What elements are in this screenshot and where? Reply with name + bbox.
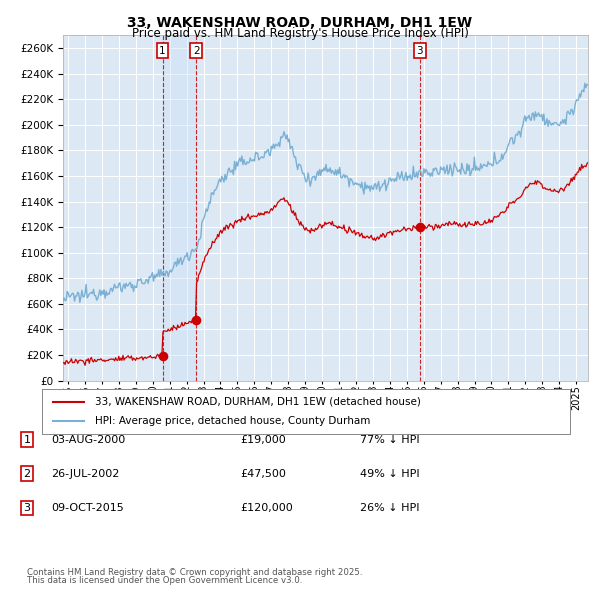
Text: 09-OCT-2015: 09-OCT-2015 (51, 503, 124, 513)
Text: This data is licensed under the Open Government Licence v3.0.: This data is licensed under the Open Gov… (27, 576, 302, 585)
Text: £47,500: £47,500 (240, 469, 286, 478)
Text: 26% ↓ HPI: 26% ↓ HPI (360, 503, 419, 513)
Text: Contains HM Land Registry data © Crown copyright and database right 2025.: Contains HM Land Registry data © Crown c… (27, 568, 362, 577)
Text: 1: 1 (159, 46, 166, 55)
Text: 33, WAKENSHAW ROAD, DURHAM, DH1 1EW: 33, WAKENSHAW ROAD, DURHAM, DH1 1EW (127, 16, 473, 30)
Text: 2: 2 (193, 46, 200, 55)
Text: £19,000: £19,000 (240, 435, 286, 444)
Text: Price paid vs. HM Land Registry's House Price Index (HPI): Price paid vs. HM Land Registry's House … (131, 27, 469, 40)
Text: HPI: Average price, detached house, County Durham: HPI: Average price, detached house, Coun… (95, 417, 370, 426)
Point (191, 315, 201, 324)
Text: 1: 1 (23, 435, 31, 444)
Point (158, 352, 167, 361)
Text: 77% ↓ HPI: 77% ↓ HPI (360, 435, 419, 444)
Bar (163, 35, 196, 381)
Text: 2: 2 (23, 469, 31, 478)
Text: 49% ↓ HPI: 49% ↓ HPI (360, 469, 419, 478)
Text: £120,000: £120,000 (240, 503, 293, 513)
Text: 03-AUG-2000: 03-AUG-2000 (51, 435, 125, 444)
Text: 3: 3 (416, 46, 423, 55)
Point (415, 222, 425, 232)
Text: 26-JUL-2002: 26-JUL-2002 (51, 469, 119, 478)
Text: 3: 3 (23, 503, 31, 513)
Text: 33, WAKENSHAW ROAD, DURHAM, DH1 1EW (detached house): 33, WAKENSHAW ROAD, DURHAM, DH1 1EW (det… (95, 397, 421, 407)
